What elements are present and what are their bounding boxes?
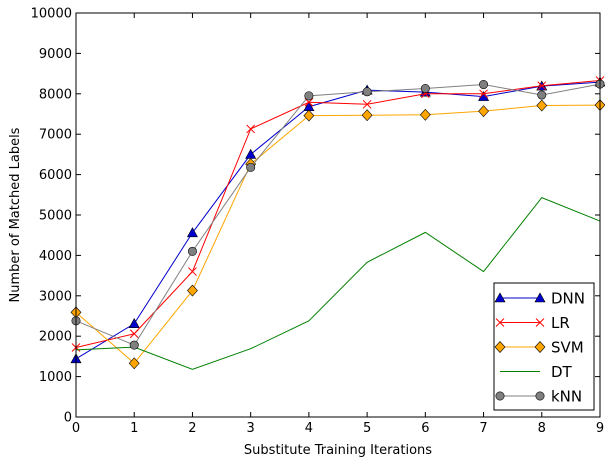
x-tick-label: 4 bbox=[305, 421, 313, 436]
series-dt bbox=[75, 197, 601, 370]
marker-stroke bbox=[246, 124, 256, 134]
data-point-knn bbox=[537, 90, 547, 100]
series-line-dnn bbox=[75, 81, 601, 360]
x-tick-label: 8 bbox=[538, 421, 546, 436]
x-tick-label: 7 bbox=[479, 421, 487, 436]
data-point-knn bbox=[304, 91, 314, 101]
x-tick-label: 1 bbox=[130, 421, 138, 436]
data-point-dnn bbox=[186, 227, 198, 238]
x-tick-label: 6 bbox=[421, 421, 429, 436]
x-axis-label: Substitute Training Iterations bbox=[244, 443, 432, 458]
data-point-lr bbox=[188, 267, 197, 276]
legend: DNN LR SVM DT kNN bbox=[493, 282, 595, 411]
legend-label: DT bbox=[551, 363, 573, 381]
series-svm bbox=[70, 99, 605, 370]
legend-marker bbox=[534, 292, 546, 303]
data-point-svm bbox=[419, 108, 431, 121]
series-layer bbox=[70, 76, 605, 370]
x-tick-label: 9 bbox=[596, 421, 604, 436]
data-point-knn bbox=[420, 84, 430, 94]
y-tick-label: 9000 bbox=[39, 47, 72, 62]
series-line-knn bbox=[75, 83, 601, 346]
legend-item-svm: SVM bbox=[494, 339, 584, 357]
data-point-knn bbox=[129, 340, 139, 350]
legend-item-lr: LR bbox=[495, 314, 570, 332]
y-tick-label: 1000 bbox=[39, 370, 72, 385]
data-point-lr bbox=[479, 89, 488, 99]
marker-stroke bbox=[188, 267, 197, 276]
data-point-dnn bbox=[245, 148, 257, 159]
marker-stroke bbox=[495, 318, 505, 327]
series-line-dt bbox=[75, 197, 601, 370]
x-tick-label: 5 bbox=[363, 421, 371, 436]
data-point-dnn bbox=[128, 318, 140, 328]
legend-label: SVM bbox=[551, 339, 584, 357]
legend-label: DNN bbox=[551, 290, 585, 308]
y-tick-label: 5000 bbox=[39, 209, 72, 224]
y-tick-label: 2000 bbox=[39, 330, 72, 345]
marker-stroke bbox=[362, 99, 372, 109]
data-point-knn bbox=[187, 246, 197, 256]
data-point-lr bbox=[537, 81, 547, 91]
marker-stroke bbox=[304, 97, 314, 107]
y-tick-label: 0 bbox=[64, 411, 72, 426]
legend-item-dt: DT bbox=[500, 363, 573, 381]
legend-marker bbox=[495, 391, 505, 401]
data-point-svm bbox=[536, 99, 548, 112]
y-tick-label: 8000 bbox=[39, 87, 72, 102]
legend-marker bbox=[535, 318, 545, 327]
y-tick-label: 3000 bbox=[39, 289, 72, 304]
legend-marker bbox=[495, 318, 505, 327]
legend-marker bbox=[534, 341, 546, 353]
data-point-svm bbox=[187, 284, 198, 297]
legend-marker bbox=[535, 391, 545, 401]
data-point-knn bbox=[246, 162, 256, 172]
data-point-lr bbox=[246, 124, 256, 134]
data-point-svm bbox=[303, 109, 315, 122]
y-tick-label: 10000 bbox=[31, 7, 72, 22]
data-point-knn bbox=[362, 87, 372, 97]
series-line-svm bbox=[75, 104, 601, 364]
legend-label: LR bbox=[551, 314, 570, 332]
marker-stroke bbox=[535, 318, 545, 327]
ticks-layer: 0 1 2 3 4 5 6 7 8 9 0 1000 2000 3000 4000 5000 6000 7000 8… bbox=[31, 7, 605, 437]
legend-label: kNN bbox=[551, 388, 582, 406]
data-point-lr bbox=[362, 99, 372, 109]
marker-stroke bbox=[537, 81, 547, 91]
legend-marker bbox=[494, 292, 506, 303]
y-tick-label: 4000 bbox=[39, 249, 72, 264]
marker-stroke bbox=[479, 89, 488, 99]
data-point-lr bbox=[129, 329, 139, 339]
data-point-svm bbox=[478, 105, 489, 118]
legend-marker bbox=[494, 341, 506, 353]
y-tick-label: 6000 bbox=[39, 168, 72, 183]
legend-item-dnn: DNN bbox=[494, 290, 585, 308]
data-point-svm bbox=[361, 109, 373, 122]
x-tick-label: 3 bbox=[247, 421, 255, 436]
y-axis-label: Number of Matched Labels bbox=[8, 127, 23, 302]
x-tick-label: 2 bbox=[188, 421, 196, 436]
y-tick-label: 7000 bbox=[39, 128, 72, 143]
x-tick-label: 0 bbox=[72, 421, 80, 436]
legend-item-knn: kNN bbox=[495, 388, 582, 406]
data-point-svm bbox=[128, 357, 140, 370]
data-point-knn bbox=[479, 80, 489, 90]
marker-stroke bbox=[129, 329, 139, 339]
